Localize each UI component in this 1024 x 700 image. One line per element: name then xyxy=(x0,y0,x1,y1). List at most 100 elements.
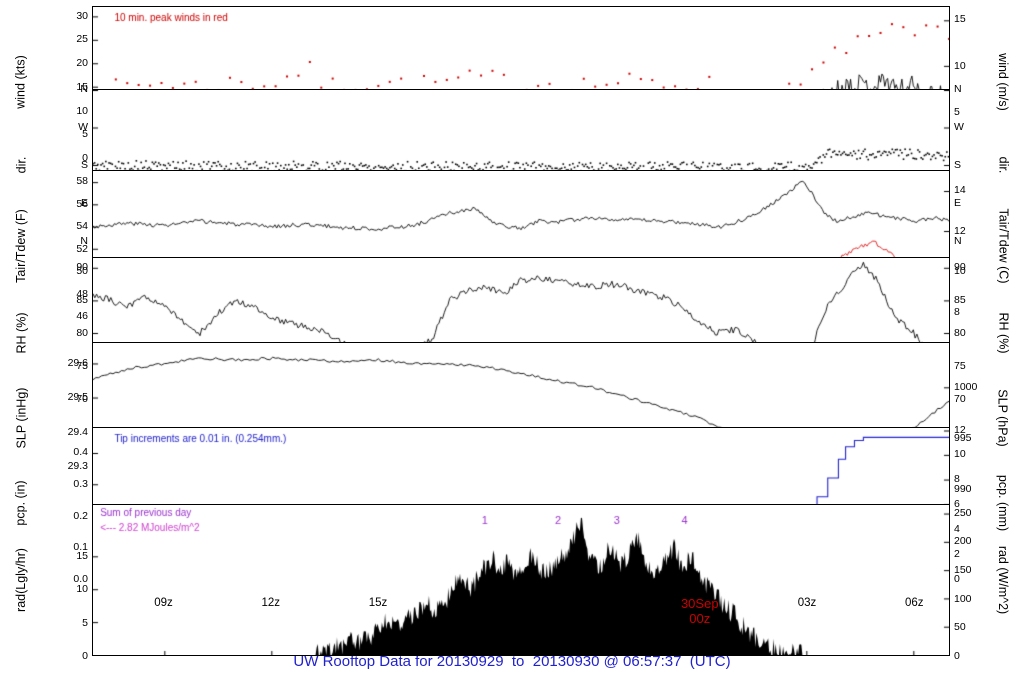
axis-tick-label: N xyxy=(80,83,88,95)
axis-tick-label: 10 xyxy=(954,448,966,461)
axis-tick-label: 80 xyxy=(76,327,88,339)
axis-tick-label: 0 xyxy=(954,573,960,585)
rad-right-ticks: 0 50 100 150 200 250 xyxy=(950,504,990,662)
pcp-left-ticks: 0.0 0.1 0.2 0.3 0.4 xyxy=(34,427,92,585)
panel-slp-row: SLP (inHg) 29.3 29.4 29.5 29.6 990 995 1000 S… xyxy=(8,342,1016,495)
axis-tick-label: N xyxy=(954,235,962,247)
rad-left-axis-label: rad(Lgly/hr) xyxy=(14,548,29,612)
axis-tick-label: 50 xyxy=(954,621,966,634)
axis-tick-label: 10 xyxy=(954,59,966,72)
panel-rh-row: RH (%) 70 75 80 85 90 70 75 80 85 90 RH (%) xyxy=(8,257,1016,409)
axis-tick-label: E xyxy=(954,197,962,209)
rad-canvas xyxy=(93,505,949,655)
axis-tick-label: 12 xyxy=(954,224,966,237)
axis-tick-label: 15 xyxy=(954,13,966,26)
axis-tick-label: S xyxy=(80,159,88,171)
time-tick-label: 18z xyxy=(475,597,495,609)
axis-tick-label: 990 xyxy=(954,483,972,496)
axis-tick-label: 29.4 xyxy=(67,425,88,438)
axis-tick-label: 5 xyxy=(82,128,88,141)
time-axis-labels: 09z 12z 15z 18z 21z 30Sep 00z 03z 06z xyxy=(92,593,950,631)
time-tick-label: 09z xyxy=(154,597,173,609)
slp-left-ticks: 29.3 29.4 29.5 29.6 xyxy=(34,342,92,494)
axis-tick-label: 0.2 xyxy=(73,509,88,522)
axis-tick-label: N xyxy=(80,235,88,247)
axis-tick-label: W xyxy=(954,121,964,133)
axis-tick-label: 250 xyxy=(954,506,972,519)
time-tick-label: 06z xyxy=(904,597,924,609)
axis-tick-label: 70 xyxy=(76,393,88,406)
axis-tick-label: 10 xyxy=(954,265,966,278)
axis-tick-label: 25 xyxy=(76,33,88,46)
axis-tick-label: 52 xyxy=(76,242,88,255)
time-tick-label: 12z xyxy=(261,597,281,609)
axis-tick-label: 1000 xyxy=(954,380,978,393)
axis-tick-label: 8 xyxy=(954,305,960,318)
axis-tick-label: 90 xyxy=(954,260,966,273)
axis-tick-label: 50 xyxy=(76,265,88,278)
axis-tick-label: S xyxy=(954,159,962,171)
axis-tick-label: 85 xyxy=(954,293,966,306)
panel-rad-row: rad(Lgly/hr) 0 5 10 15 0 50 100 150 200 250 rad … xyxy=(8,504,1016,662)
rh-right-ticks: 70 75 80 85 90 xyxy=(950,257,990,409)
axis-tick-label: 150 xyxy=(954,564,972,576)
time-tick-label: 15z xyxy=(368,597,388,609)
axis-tick-label: 15 xyxy=(76,80,88,93)
axis-tick-label: 0.0 xyxy=(73,573,88,585)
axis-tick-label: 0 xyxy=(82,650,88,662)
rh-left-ticks: 70 75 80 85 90 xyxy=(34,257,92,409)
rad-left-ticks: 0 5 10 15 xyxy=(34,504,92,662)
axis-tick-label: 54 xyxy=(76,220,88,233)
slp-right-ticks: 990 995 1000 xyxy=(950,342,990,496)
panel-pcp-row: pcp. (in) 0.0 0.1 0.2 0.3 0.4 0 2 4 6 8 10 12 pcp.… xyxy=(8,424,1016,585)
axis-tick-label: 56 xyxy=(76,197,88,210)
temp-left-ticks: 46 48 50 52 54 56 58 xyxy=(34,170,92,322)
rad-plot xyxy=(92,504,950,656)
axis-tick-label: 200 xyxy=(954,535,972,548)
pcp-right-ticks: 0 2 4 6 8 10 12 xyxy=(950,423,990,585)
axis-tick-label: 0.1 xyxy=(73,541,88,554)
axis-tick-label: 14 xyxy=(954,184,966,197)
axis-tick-label: 90 xyxy=(76,260,88,273)
axis-tick-label: 5 xyxy=(82,616,88,629)
axis-tick-label: 85 xyxy=(76,293,88,306)
axis-tick-label: 58 xyxy=(76,175,88,188)
axis-tick-label: 30 xyxy=(76,9,88,22)
rad-left-axis-title: rad(Lgly/hr) xyxy=(8,504,34,656)
axis-tick-label: 80 xyxy=(954,327,966,339)
axis-tick-label: 4 xyxy=(954,523,960,536)
time-tick-label: 21z xyxy=(583,597,602,609)
axis-tick-label: W xyxy=(78,121,88,133)
axis-tick-label: 995 xyxy=(954,432,972,445)
time-tick-label: 03z xyxy=(797,597,817,609)
axis-tick-label: 6 xyxy=(954,498,960,511)
axis-tick-label: 10 xyxy=(76,583,88,596)
axis-tick-label: 75 xyxy=(76,360,88,373)
axis-tick-label: N xyxy=(954,83,962,95)
axis-tick-label: 8 xyxy=(954,473,960,486)
axis-tick-label: 48 xyxy=(76,287,88,300)
axis-tick-label: E xyxy=(80,197,88,209)
axis-tick-label: 12 xyxy=(954,423,966,436)
axis-tick-label: 0 xyxy=(82,152,88,164)
axis-tick-label: 70 xyxy=(954,393,966,406)
panel-temp-row: Tair/Tdew (F) 46 48 50 52 54 56 58 8 10 12 14 Tai… xyxy=(8,170,1016,322)
axis-tick-label: 20 xyxy=(76,57,88,69)
time-tick-label: 30Sep 00z xyxy=(680,596,719,626)
dir-left-ticks: N W S E N xyxy=(34,83,92,247)
axis-tick-label: 100 xyxy=(954,592,972,605)
axis-tick-label: 29.5 xyxy=(67,391,88,404)
wind-left-ticks: 0 5 10 15 20 25 30 xyxy=(34,6,92,165)
axis-tick-label: 0.4 xyxy=(73,446,88,459)
axis-tick-label: 0.3 xyxy=(73,478,88,490)
axis-tick-label: 0 xyxy=(954,650,960,662)
rad-right-axis-label: rad (W/m^2) xyxy=(996,545,1010,615)
axis-tick-label: 10 xyxy=(76,104,88,117)
axis-tick-label: 2 xyxy=(954,547,960,560)
time-axis: 09z 12z 15z 18z 21z 30Sep 00z 03z 06z xyxy=(8,593,1016,631)
axis-tick-label: 29.3 xyxy=(67,460,88,473)
temp-right-ticks: 8 10 12 14 xyxy=(950,170,990,322)
rad-right-axis-title: rad (W/m^2) xyxy=(990,504,1016,656)
